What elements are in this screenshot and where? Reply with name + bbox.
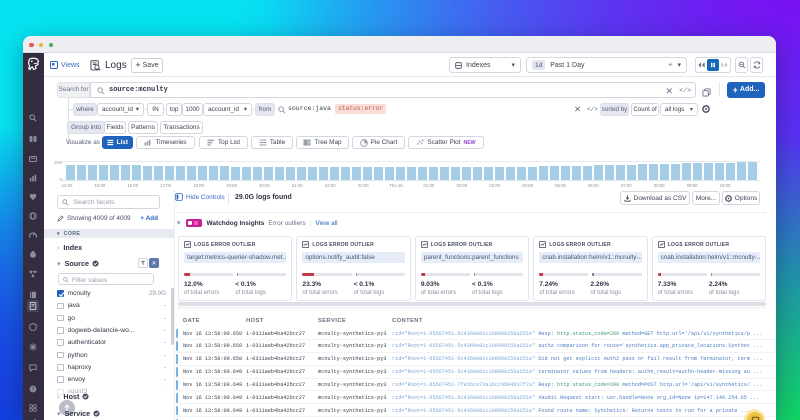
svg-text:?: ? bbox=[32, 387, 35, 393]
